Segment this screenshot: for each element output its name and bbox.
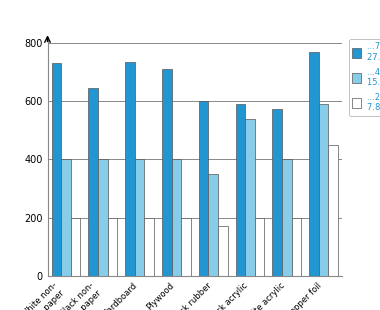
Bar — [309, 52, 319, 276]
Bar — [319, 104, 328, 276]
Bar — [245, 119, 255, 276]
Bar — [181, 218, 191, 276]
Bar — [144, 218, 154, 276]
Bar — [89, 88, 98, 276]
Bar — [282, 159, 291, 276]
Legend: ...700 mm
27.559 in, ...400 mm
15.748 in, ...200 mm
7.874 in: ...700 mm 27.559 in, ...400 mm 15.748 in… — [349, 39, 380, 116]
Bar — [108, 218, 117, 276]
Bar — [98, 159, 108, 276]
Bar — [328, 145, 338, 276]
Bar — [125, 62, 135, 276]
Bar — [218, 226, 228, 276]
Bar — [272, 108, 282, 276]
Bar — [208, 174, 218, 276]
Bar — [236, 104, 245, 276]
Bar — [255, 218, 264, 276]
Bar — [135, 159, 144, 276]
Bar — [52, 64, 61, 276]
Bar — [171, 159, 181, 276]
Bar — [291, 218, 301, 276]
Bar — [61, 159, 71, 276]
Bar — [162, 69, 171, 276]
Bar — [199, 101, 208, 276]
Bar — [71, 218, 80, 276]
